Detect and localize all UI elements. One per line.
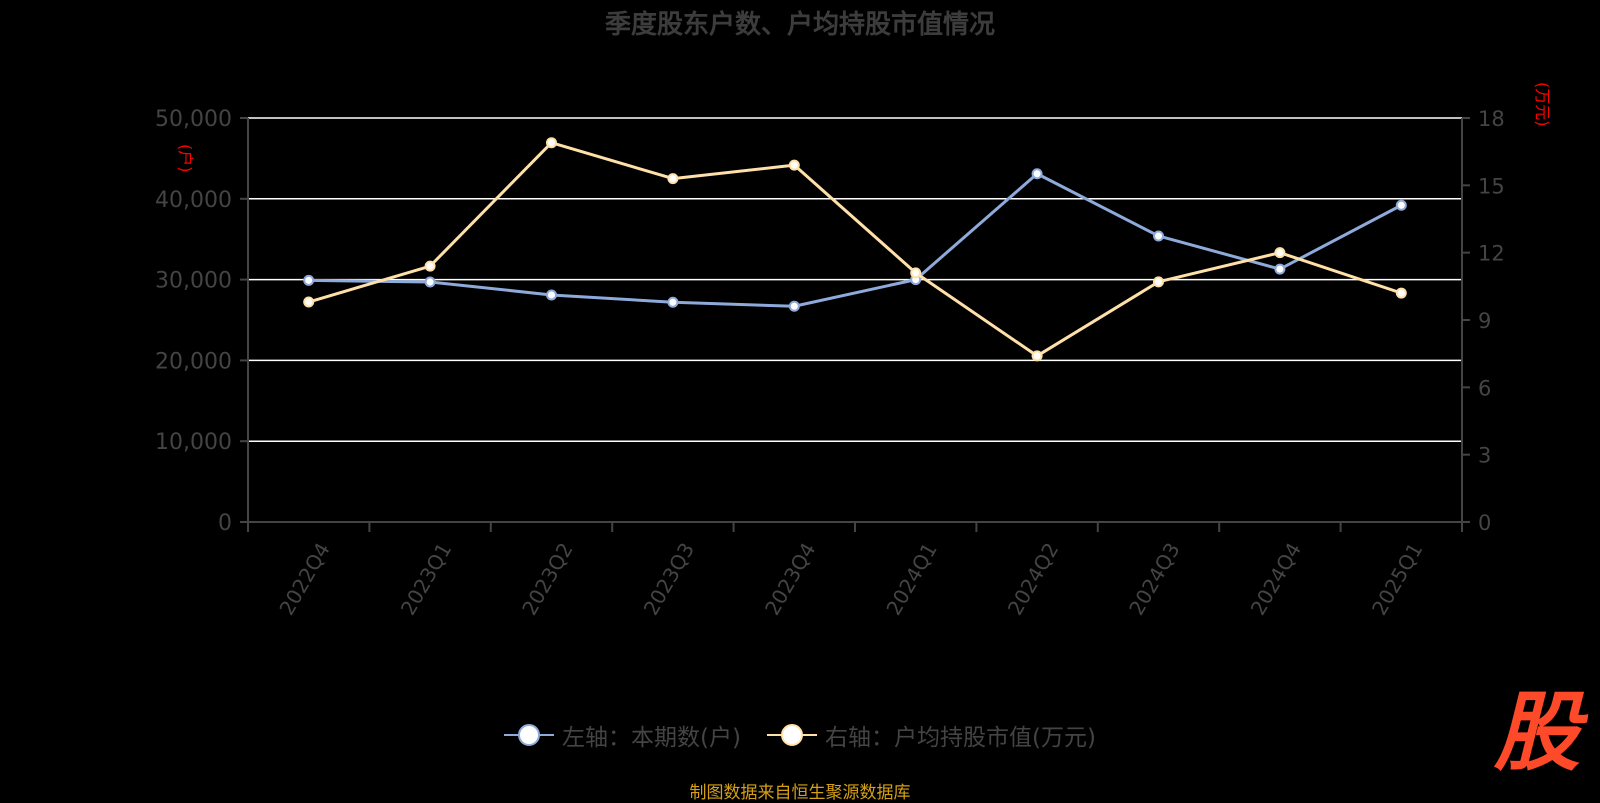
right-tick-label: 3 (1478, 444, 1491, 468)
x-tick-label: 2023Q4 (760, 539, 820, 620)
right-unit-label: (万元) (1533, 82, 1552, 127)
right-tick-label: 6 (1478, 376, 1491, 400)
data-point-series-1 (667, 173, 679, 185)
data-point-series-1 (1031, 350, 1043, 362)
data-point-series-0 (1395, 199, 1407, 211)
data-point-series-1 (424, 260, 436, 272)
left-tick-label: 20,000 (155, 349, 232, 374)
data-point-series-0 (667, 296, 679, 308)
series-line-1 (308, 141, 1402, 358)
x-tick-label: 2024Q3 (1124, 539, 1184, 620)
data-point-series-0 (424, 276, 436, 288)
x-tick-label: 2024Q2 (1003, 539, 1063, 620)
right-tick-label: 15 (1478, 174, 1505, 198)
x-tick-label: 2025Q1 (1367, 539, 1427, 620)
chart-plot: 0 10,000 20,000 30,000 40,000 50,000 0 3 6 9 12 15 1… (155, 82, 1552, 619)
grid-lines (248, 117, 1462, 442)
data-point-series-0 (788, 300, 800, 312)
left-tick-label: 50,000 (155, 107, 232, 132)
x-tick-label: 2022Q4 (274, 539, 334, 620)
right-tick-label: 0 (1478, 511, 1491, 535)
source-note: 制图数据来自恒生聚源数据库 (689, 783, 911, 803)
left-tick-label: 0 (218, 511, 232, 536)
data-point-series-0 (546, 289, 557, 301)
series-line-0 (308, 172, 1402, 308)
axes (240, 117, 1470, 532)
right-tick-label: 12 (1478, 242, 1505, 266)
data-point-series-0 (1274, 263, 1286, 275)
data-point-series-1 (1274, 247, 1286, 259)
x-tick-label: 2024Q4 (1246, 539, 1306, 620)
x-tick-label: 2023Q3 (639, 539, 699, 620)
legend: 左轴：本期数(户) 右轴：户均持股市值(万元) (0, 718, 1600, 752)
legend-item-left-series[interactable]: 左轴：本期数(户) (504, 718, 741, 752)
data-point-series-0 (1031, 168, 1043, 180)
legend-item-right-series[interactable]: 右轴：户均持股市值(万元) (767, 718, 1096, 752)
x-tick-label: 2023Q2 (517, 539, 577, 620)
tick-labels: 0 10,000 20,000 30,000 40,000 50,000 0 3 6 9 12 15 1… (155, 82, 1552, 619)
left-unit-label: (户) (176, 144, 195, 173)
legend-dot-icon (781, 724, 803, 746)
data-point-series-1 (1395, 287, 1407, 299)
legend-label-right-series: 右轴：户均持股市值(万元) (825, 725, 1096, 751)
right-tick-label: 18 (1478, 107, 1505, 131)
data-point-series-1 (1153, 276, 1164, 288)
right-tick-label: 9 (1478, 309, 1491, 333)
data-point-series-1 (788, 159, 800, 171)
x-tick-label: 2024Q1 (881, 539, 941, 620)
data-point-series-0 (1153, 230, 1164, 242)
series-lines (303, 137, 1407, 362)
x-tick-label: 2023Q1 (396, 539, 456, 620)
legend-marker-left-series (504, 722, 555, 748)
left-tick-label: 10,000 (155, 430, 232, 455)
legend-marker-right-series (767, 722, 817, 748)
data-point-series-1 (303, 296, 315, 308)
legend-dot-icon (518, 724, 541, 746)
left-tick-label: 40,000 (155, 188, 232, 213)
data-point-series-1 (546, 137, 557, 149)
legend-label-left-series: 左轴：本期数(户) (562, 725, 741, 751)
data-point-series-1 (910, 267, 922, 279)
left-tick-label: 30,000 (155, 269, 232, 294)
data-point-series-0 (303, 274, 315, 286)
brand-logo: 股 (1494, 683, 1580, 783)
chart-title: 季度股东户数、户均持股市值情况 (604, 10, 995, 40)
